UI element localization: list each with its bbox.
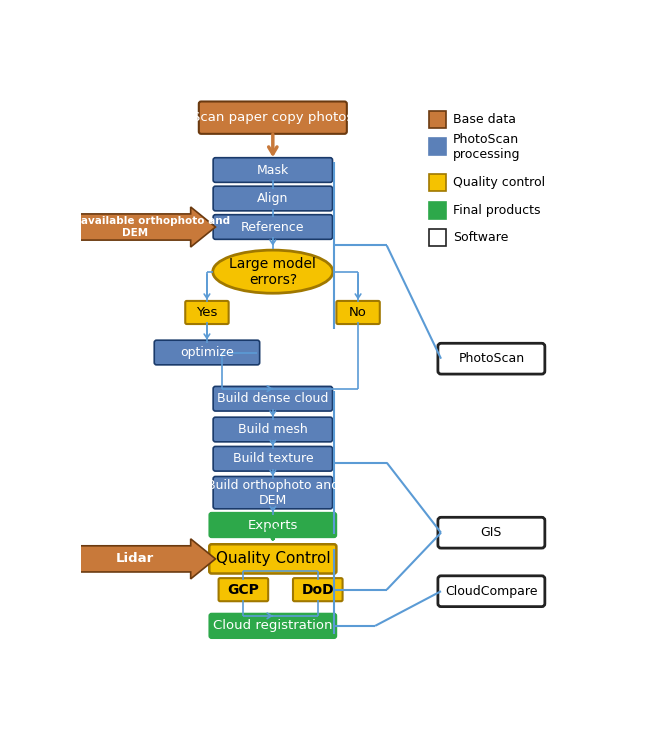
Polygon shape xyxy=(80,207,215,247)
FancyBboxPatch shape xyxy=(209,614,337,638)
FancyBboxPatch shape xyxy=(337,301,380,324)
FancyBboxPatch shape xyxy=(209,544,337,574)
Text: No: No xyxy=(349,306,367,319)
FancyBboxPatch shape xyxy=(209,513,337,538)
FancyBboxPatch shape xyxy=(213,186,333,211)
Text: CloudCompare: CloudCompare xyxy=(445,584,538,598)
Polygon shape xyxy=(80,539,215,579)
Text: GCP: GCP xyxy=(228,583,259,596)
FancyBboxPatch shape xyxy=(438,343,545,374)
Ellipse shape xyxy=(213,250,333,293)
FancyBboxPatch shape xyxy=(213,417,333,442)
FancyBboxPatch shape xyxy=(438,576,545,606)
Text: DoD: DoD xyxy=(301,583,334,596)
Text: PhotoScan
processing: PhotoScan processing xyxy=(453,133,520,161)
Text: Build mesh: Build mesh xyxy=(238,423,308,436)
FancyBboxPatch shape xyxy=(213,215,333,240)
Text: Reference: Reference xyxy=(241,221,304,234)
Text: Final products: Final products xyxy=(453,203,540,216)
Text: Build orthophoto and
DEM: Build orthophoto and DEM xyxy=(207,479,339,507)
Text: Scan paper copy photos: Scan paper copy photos xyxy=(192,111,353,124)
Text: Quality Control: Quality Control xyxy=(215,551,330,566)
Text: Mask: Mask xyxy=(257,163,289,177)
FancyBboxPatch shape xyxy=(154,340,260,365)
Text: GIS: GIS xyxy=(481,526,502,539)
FancyBboxPatch shape xyxy=(430,174,446,191)
Text: Align: Align xyxy=(257,192,288,205)
Text: Quality control: Quality control xyxy=(453,176,545,189)
Text: Exports: Exports xyxy=(248,519,298,531)
Text: Software: Software xyxy=(453,231,508,244)
Text: Lidar: Lidar xyxy=(116,553,154,565)
FancyBboxPatch shape xyxy=(430,202,446,218)
FancyBboxPatch shape xyxy=(185,301,228,324)
FancyBboxPatch shape xyxy=(213,447,333,471)
FancyBboxPatch shape xyxy=(213,476,333,509)
Text: optimize: optimize xyxy=(180,346,234,359)
Text: Build dense cloud: Build dense cloud xyxy=(217,392,328,405)
FancyBboxPatch shape xyxy=(219,578,268,601)
Text: Base data: Base data xyxy=(453,113,515,125)
FancyBboxPatch shape xyxy=(213,158,333,182)
Text: Yes: Yes xyxy=(196,306,217,319)
FancyBboxPatch shape xyxy=(199,101,347,134)
Text: Build texture: Build texture xyxy=(232,452,313,465)
FancyBboxPatch shape xyxy=(438,517,545,548)
Text: Cloud registration: Cloud registration xyxy=(213,619,333,632)
Text: Large model
errors?: Large model errors? xyxy=(230,256,316,287)
Text: Freely available orthophoto and
DEM: Freely available orthophoto and DEM xyxy=(41,216,230,238)
FancyBboxPatch shape xyxy=(430,138,446,156)
FancyBboxPatch shape xyxy=(430,110,446,128)
Text: PhotoScan: PhotoScan xyxy=(459,352,524,365)
FancyBboxPatch shape xyxy=(213,386,333,411)
FancyBboxPatch shape xyxy=(293,578,342,601)
FancyBboxPatch shape xyxy=(430,229,446,246)
